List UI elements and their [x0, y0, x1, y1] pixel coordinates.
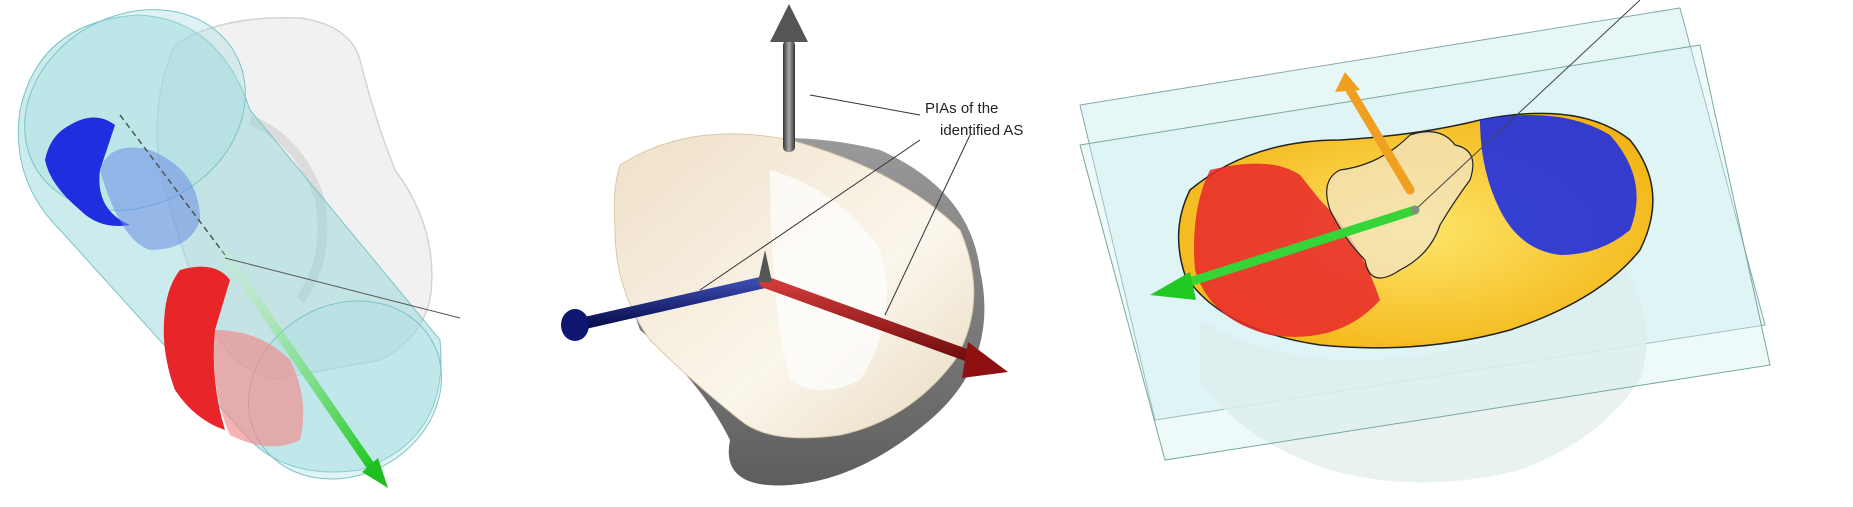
navy-axis-shaft — [579, 276, 771, 329]
orange-axis-shaft — [1345, 85, 1415, 195]
gray-axis-shaft — [783, 40, 795, 152]
panel1-leader-line — [224, 257, 461, 319]
orange-axis-head — [1335, 72, 1360, 92]
red-region-light — [214, 330, 304, 447]
panel3-leader-line — [1414, 0, 1641, 211]
tibia-body — [1200, 260, 1647, 483]
red-axis-head — [962, 342, 1008, 378]
panel-bone-axes: PIAs of the identified AS — [561, 4, 1023, 486]
annotation-line-2: identified AS — [940, 122, 1023, 139]
fitted-cylinder — [17, 14, 442, 473]
central-region — [1326, 131, 1474, 279]
blue-region-light — [100, 147, 200, 250]
centroid-marker — [1411, 206, 1419, 214]
cylinder-axis-dashed — [119, 114, 226, 256]
origin-marker — [758, 250, 772, 282]
navy-axis-head — [561, 309, 589, 341]
annotation-line-1: PIAs of the — [925, 100, 998, 117]
blue-articular-region — [45, 117, 130, 226]
green-axis-shaft — [220, 250, 375, 470]
blue-compartment — [1480, 115, 1637, 255]
femur-shadow — [248, 115, 328, 303]
panel-femur-cylinder — [17, 9, 461, 488]
red-axis-shaft — [759, 276, 986, 366]
gray-axis-head — [770, 4, 808, 42]
leader-line-red — [884, 134, 971, 316]
leader-line-navy — [699, 139, 921, 291]
leader-line-gray — [809, 94, 921, 116]
green-axis-shaft-3 — [1175, 205, 1420, 290]
green-axis-head — [362, 458, 388, 488]
green-axis-head-3 — [1150, 272, 1196, 300]
red-articular-region — [163, 266, 230, 430]
panel-tibial-plateau — [1079, 0, 1771, 483]
bone-highlight — [770, 170, 887, 390]
